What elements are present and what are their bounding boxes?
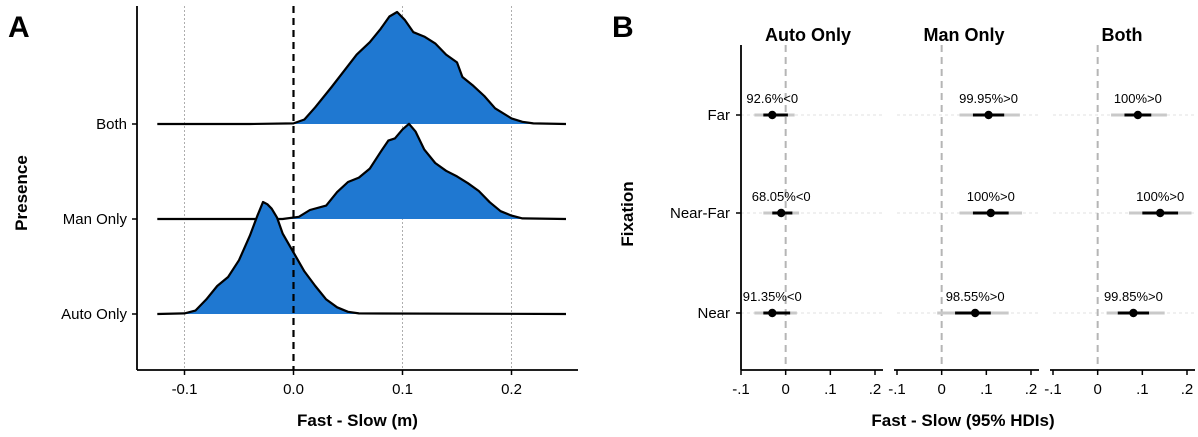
x-tick-label: -.1 [888, 381, 906, 398]
x-tick-label: .2 [869, 381, 882, 398]
y-tick-label: Near [697, 305, 730, 322]
panel-b: B Auto Only 92.6%<0 68.05%<0 91.35%<0 -.1 0 .1.… [612, 11, 1195, 430]
median-point [768, 110, 777, 120]
panel-letter-a: A [8, 11, 30, 44]
median-point [768, 308, 777, 318]
median-point [1129, 308, 1138, 318]
probability-annotation: 68.05%<0 [752, 189, 811, 204]
x-tick-label: .2 [1181, 381, 1194, 398]
y-tick-label: Near-Far [670, 205, 730, 222]
x-axis-title: Fast - Slow (m) [297, 411, 418, 430]
ridge-outline [157, 10, 567, 126]
x-tick-label: .2 [1025, 381, 1038, 398]
y-axis-title: Fixation [618, 181, 637, 246]
ridge-fill [157, 202, 567, 314]
probability-annotation: 99.95%>0 [959, 91, 1018, 106]
median-point [970, 308, 980, 318]
x-tick-label: .1 [824, 381, 837, 398]
probability-annotation: 91.35%<0 [743, 289, 802, 304]
probability-annotation: 100%>0 [1136, 189, 1184, 204]
probability-annotation: 92.6%<0 [746, 91, 798, 106]
panel-letter-b: B [612, 11, 634, 44]
ridge-fill [157, 123, 567, 219]
probability-annotation: 100%>0 [967, 189, 1015, 204]
ridge-fill [157, 12, 567, 124]
ridge-outline [157, 122, 567, 221]
median-point [1133, 110, 1143, 120]
x-tick-label: -0.1 [172, 381, 198, 398]
panel-a: A Both Man Only Auto Only -0.1 0.0 0.1 0.2 Fast … [8, 6, 578, 430]
x-tick-label: .1 [1136, 381, 1149, 398]
x-tick-label: .1 [980, 381, 993, 398]
x-tick-label: 0 [1093, 381, 1101, 398]
ridge-outline [157, 200, 567, 316]
probability-annotation: 100%>0 [1114, 91, 1162, 106]
x-tick-label: 0.0 [283, 381, 304, 398]
x-tick-label: 0 [937, 381, 945, 398]
facet-title: Man Only [923, 25, 1004, 45]
y-tick-label: Both [96, 116, 127, 133]
x-tick-label: 0 [781, 381, 789, 398]
median-point [1156, 208, 1165, 218]
x-axis-title: Fast - Slow (95% HDIs) [871, 411, 1054, 430]
y-tick-label: Far [708, 107, 731, 124]
median-point [777, 208, 786, 218]
x-tick-label: -.1 [732, 381, 750, 398]
facet-title: Both [1102, 25, 1143, 45]
x-tick-label: 0.2 [501, 381, 522, 398]
x-tick-label: 0.1 [392, 381, 413, 398]
y-axis-title: Presence [12, 155, 31, 231]
median-point [984, 110, 993, 120]
y-tick-label: Auto Only [61, 306, 127, 323]
median-point [986, 208, 995, 218]
y-tick-label: Man Only [63, 211, 128, 228]
x-tick-label: -.1 [1044, 381, 1062, 398]
probability-annotation: 99.85%>0 [1104, 289, 1163, 304]
facet-title: Auto Only [765, 25, 851, 45]
probability-annotation: 98.55%>0 [946, 289, 1005, 304]
